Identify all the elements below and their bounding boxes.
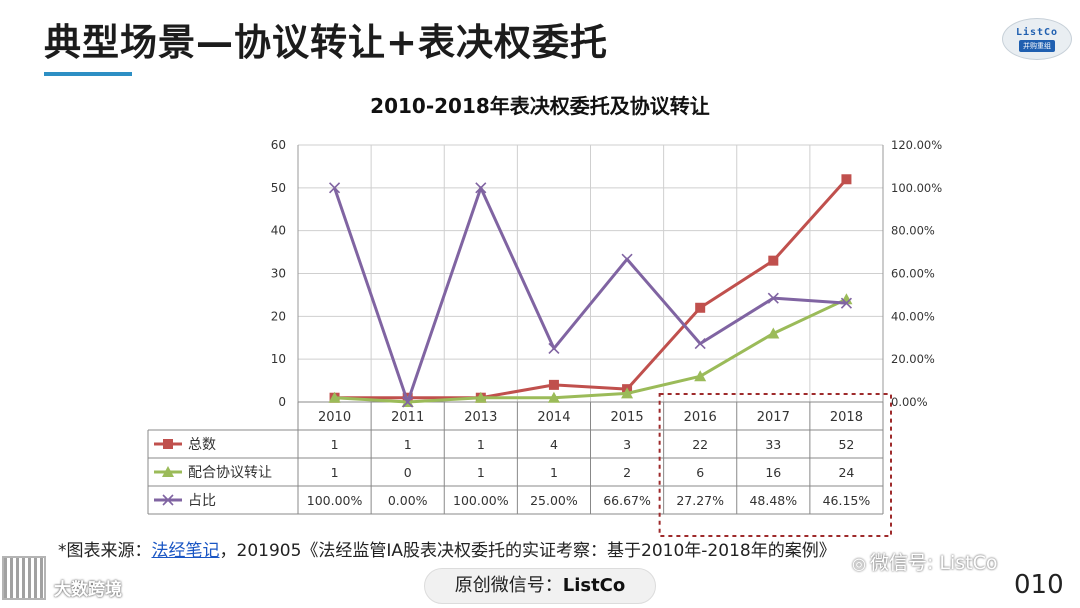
logo-text: ListCo	[1015, 26, 1059, 38]
x-category-label: 2015	[611, 410, 644, 425]
series-line	[333, 186, 847, 404]
data-table-value: 48.48%	[749, 493, 797, 508]
source-note: *图表来源：法经笔记，201905《法经监管IA股表决权委托的实证考察：基于20…	[58, 536, 836, 561]
y-left-tick-label: 40	[271, 224, 286, 238]
data-point-marker	[474, 391, 487, 403]
data-point-marker	[621, 253, 633, 265]
legend-marker	[162, 494, 174, 506]
slide-title: 典型场景—协议转让+表决权委托	[44, 21, 609, 64]
y-right-tick-label: 40.00%	[891, 309, 935, 323]
data-point-marker	[547, 391, 560, 403]
data-point-marker	[694, 370, 707, 382]
y-right-tick-label: 100.00%	[891, 181, 942, 195]
data-table-value: 6	[696, 465, 704, 480]
data-point-marker	[621, 387, 634, 399]
data-table-value: 2	[623, 465, 631, 480]
x-category-label: 2017	[757, 410, 790, 425]
data-point-marker	[767, 292, 779, 304]
legend-label: 总数	[188, 437, 216, 453]
data-point-marker	[548, 379, 559, 390]
data-table-value: 33	[765, 437, 781, 452]
source-link[interactable]: 法经笔记	[151, 541, 220, 561]
data-table-value: 16	[765, 465, 781, 480]
data-point-marker	[840, 293, 853, 305]
watermark-right: ◎ 微信号: ListCo	[852, 548, 998, 575]
data-point-marker	[695, 302, 706, 313]
qr-code-icon	[2, 556, 46, 600]
data-table-value: 1	[477, 437, 485, 452]
data-point-marker	[841, 174, 852, 185]
y-left-tick-label: 30	[271, 267, 286, 281]
data-point-marker	[548, 342, 560, 355]
data-table-value: 3	[623, 437, 631, 452]
data-table-value: 4	[550, 437, 558, 452]
data-point-marker	[475, 182, 487, 194]
data-point-marker	[402, 396, 414, 408]
listco-logo: ListCo 并购重组	[1002, 18, 1072, 60]
data-point-marker	[767, 327, 780, 339]
wechat-icon: ◎	[852, 554, 866, 573]
wechat-id-badge: 原创微信号：ListCo	[424, 568, 656, 604]
data-table-value: 0	[404, 465, 412, 480]
y-left-tick-label: 20	[271, 309, 286, 323]
x-category-label: 2014	[537, 410, 570, 425]
y-right-tick-label: 60.00%	[891, 267, 935, 281]
legend-marker	[162, 466, 174, 477]
data-table-value: 66.67%	[603, 493, 651, 508]
watermark-right-text: 微信号: ListCo	[869, 552, 998, 574]
y-right-tick-label: 0.00%	[891, 395, 928, 409]
x-category-label: 2013	[464, 410, 497, 425]
data-table-value: 46.15%	[823, 493, 871, 508]
data-point-marker	[694, 338, 706, 350]
legend-marker	[163, 439, 173, 449]
x-category-label: 2011	[391, 410, 424, 425]
y-right-tick-label: 20.00%	[891, 352, 935, 366]
data-table-value: 24	[838, 465, 854, 480]
watermark-left: 大数跨境	[54, 580, 122, 600]
badge-value: ListCo	[562, 575, 626, 596]
data-table-value: 100.00%	[307, 493, 363, 508]
data-table-value: 1	[550, 465, 558, 480]
y-left-tick-label: 50	[271, 181, 286, 195]
series-line	[334, 297, 848, 404]
x-category-label: 2018	[830, 410, 863, 425]
data-point-marker	[328, 182, 341, 194]
y-right-tick-label: 80.00%	[891, 224, 935, 238]
highlight-box	[658, 393, 892, 537]
data-point-marker	[840, 297, 853, 309]
title-underline	[44, 72, 132, 76]
source-text: ，201905《法经监管IA股表决权委托的实证考察：基于2010年-2018年的…	[219, 541, 836, 561]
series-line	[334, 178, 848, 400]
data-table-value: 27.27%	[676, 493, 724, 508]
data-table-value: 100.00%	[453, 493, 509, 508]
data-point-marker	[768, 255, 779, 266]
y-left-tick-label: 60	[271, 138, 286, 152]
data-table-value: 0.00%	[388, 493, 428, 508]
data-table-value: 52	[838, 437, 854, 452]
y-right-tick-label: 120.00%	[891, 138, 942, 152]
legend-label: 配合协议转让	[188, 465, 272, 481]
page-number: 010	[1014, 570, 1064, 600]
data-table-value: 1	[331, 437, 339, 452]
data-table-value: 1	[404, 437, 412, 452]
data-point-marker	[328, 391, 341, 403]
x-category-label: 2010	[318, 410, 351, 425]
data-table-value: 25.00%	[530, 493, 578, 508]
data-table-value: 1	[331, 465, 339, 480]
source-prefix: *图表来源：	[58, 541, 152, 561]
logo-subtext: 并购重组	[1019, 39, 1055, 52]
y-left-tick-label: 10	[271, 352, 286, 366]
data-table-value: 22	[692, 437, 708, 452]
badge-label: 原创微信号：	[454, 575, 563, 596]
chart-title: 2010-2018年表决权委托及协议转让	[370, 94, 710, 118]
x-category-label: 2016	[684, 410, 717, 425]
legend-label: 占比	[188, 493, 216, 509]
data-table-value: 1	[477, 465, 485, 480]
y-left-tick-label: 0	[278, 395, 286, 409]
